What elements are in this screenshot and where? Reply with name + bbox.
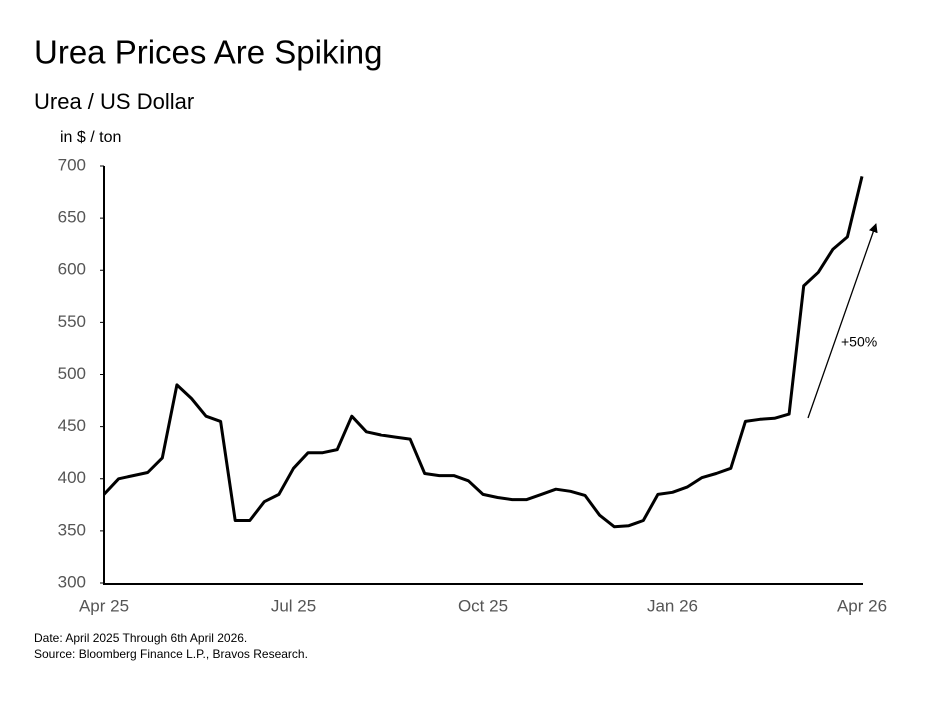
chart-title: Urea Prices Are Spiking [34, 34, 382, 71]
x-tick-label: Jan 26 [647, 596, 698, 615]
x-tick-label: Apr 25 [79, 596, 129, 615]
y-tick-label: 550 [58, 312, 86, 331]
y-tick-label: 300 [58, 572, 86, 591]
annotation: +50% [841, 334, 877, 350]
line [102, 176, 864, 529]
annotation-arrow [807, 223, 878, 419]
y-tick-label: 350 [58, 520, 86, 539]
x-tick-label: Jul 25 [271, 596, 316, 615]
x-tick-label: Apr 26 [837, 596, 887, 615]
y-tick-label: 450 [58, 416, 86, 435]
note: Source: Bloomberg Finance L.P., Bravos R… [34, 647, 308, 661]
y-tick-label: 500 [58, 364, 86, 383]
y-tick-label: 600 [58, 260, 86, 279]
chart-subtitle: Urea / US Dollar [34, 89, 194, 114]
note: Date: April 2025 Through 6th April 2026. [34, 631, 247, 645]
y-axis-label: in $ / ton [60, 129, 121, 146]
y-tick-label: 700 [58, 155, 86, 174]
y-tick-label: 400 [58, 468, 86, 487]
y-tick-label: 650 [58, 208, 86, 227]
x-tick-label: Oct 25 [458, 596, 508, 615]
